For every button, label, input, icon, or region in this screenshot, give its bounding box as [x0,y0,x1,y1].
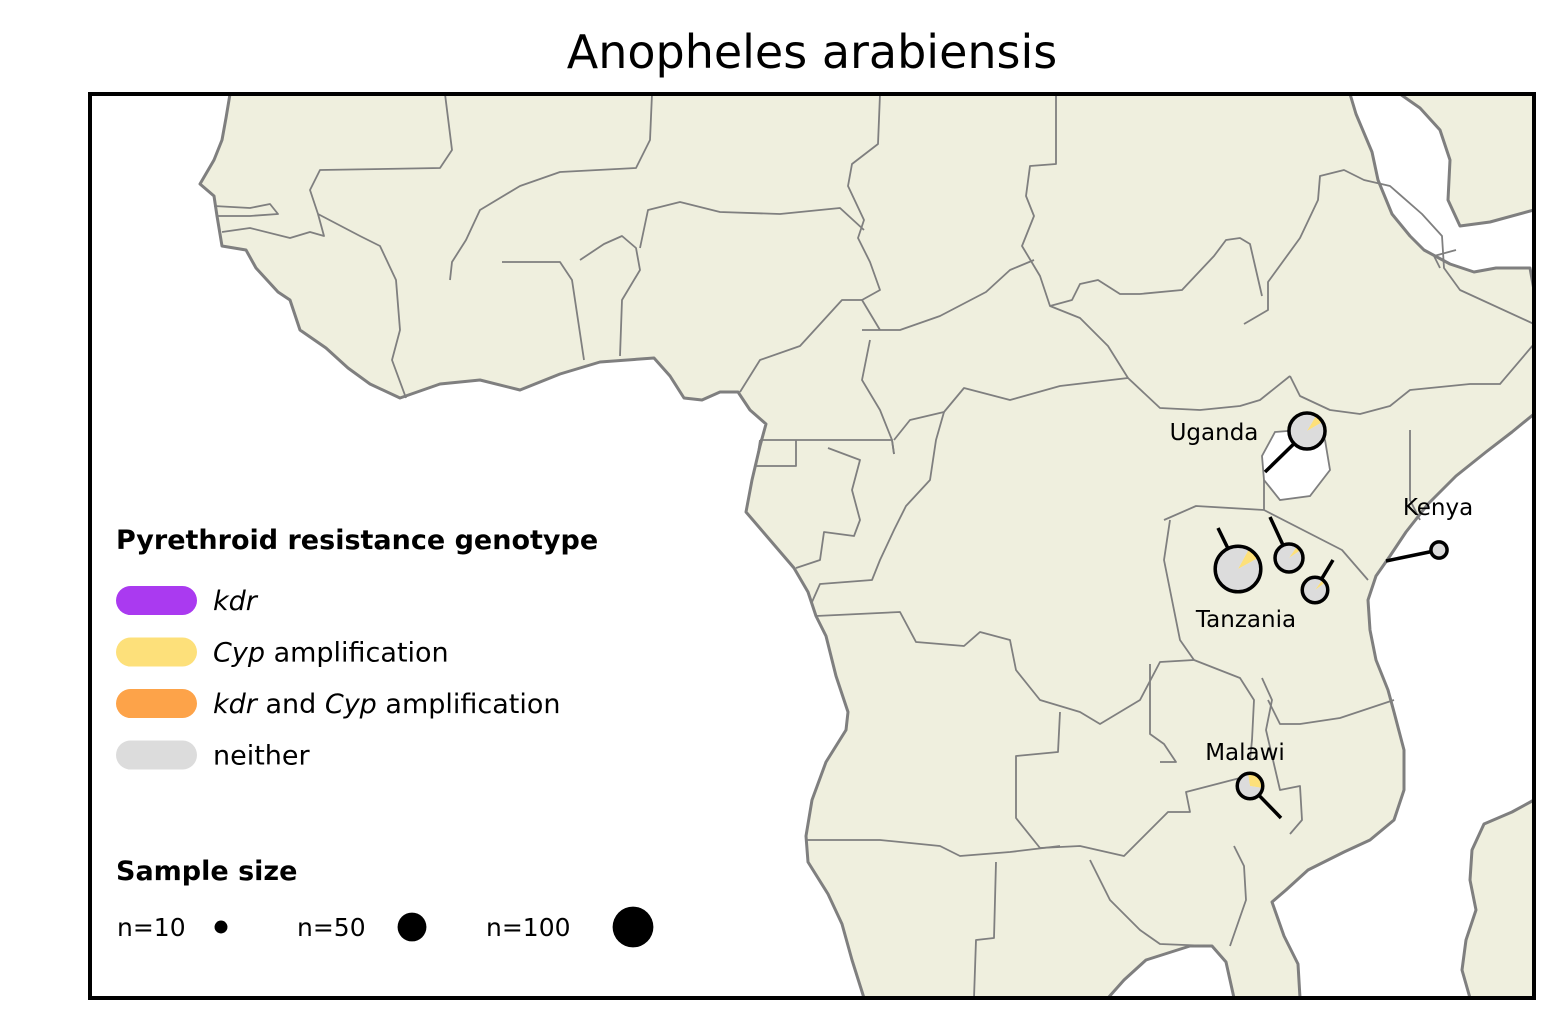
uganda-site-pie [1263,411,1327,474]
label-uganda: Uganda [1170,420,1259,446]
tanzania-site-3-leader-line [1320,559,1335,580]
kenya-site-pie [1385,540,1449,563]
tanzania-site-2-wedge-neither [1275,544,1303,572]
uganda-site-outline [1287,411,1327,451]
kenya-site-outline [1429,540,1449,560]
sample-size-legend-title: Sample size [116,856,297,887]
genotype-legend: Pyrethroid resistance genotype kdr Cyp am… [116,525,598,772]
size-legend-label-100: n=100 [486,913,571,942]
size-legend-item-50: n=50 [297,912,427,942]
country-borders [213,94,1534,998]
malawi-site-pie [1235,771,1283,820]
uganda-site-leader-line [1263,442,1296,474]
size-legend-dot-10 [214,920,228,934]
genotype-legend-title: Pyrethroid resistance genotype [116,525,598,556]
legend-swatch-neither [116,740,197,770]
map-frame [88,92,1536,1000]
legend-label-kdr: kdr [213,586,259,617]
malawi-site-wedge-cyp [1248,773,1263,788]
uganda-site-wedge-neither [1288,412,1326,450]
label-kenya: Kenya [1403,495,1473,521]
legend-item-neither: neither [116,740,311,772]
size-legend-label-10: n=10 [117,913,186,942]
tanzania-site-2-leader-line [1268,516,1285,547]
size-legend-dot-50 [397,912,427,942]
tanzania-site-3-wedge-neither [1302,577,1328,603]
legend-swatch-cyp [116,637,197,667]
tanzania-site-1-wedge-neither [1215,546,1261,592]
tanzania-site-1-leader-line [1216,527,1230,550]
legend-label-cyp: Cyp amplification [213,638,449,669]
site-markers [1213,411,1449,820]
basemap: Uganda Kenya Tanzania Malawi [198,94,1534,998]
label-malawi: Malawi [1205,740,1285,766]
kenya-site-leader-line [1385,549,1432,563]
legend-item-cyp: Cyp amplification [116,637,449,669]
madagascar [1460,798,1534,998]
tanzania-site-1-pie [1213,527,1263,594]
kenya-site-wedge-neither [1430,541,1448,559]
legend-swatch-kdr [116,586,197,615]
legend-label-both: kdr and Cyp amplification [213,689,561,720]
size-legend-item-10: n=10 [117,913,228,942]
arabia-landmass [1398,94,1534,228]
map-title: Anopheles arabiensis [567,25,1058,79]
size-legend-item-100: n=100 [486,906,654,948]
africa-mainland [198,94,1534,998]
legend-item-kdr: kdr [116,586,259,617]
tanzania-site-1-outline [1213,544,1263,594]
tanzania-site-3-wedge-cyp [1315,579,1326,590]
tanzania-site-2-pie [1268,516,1305,574]
malawi-site-leader-line [1257,793,1283,820]
tanzania-site-3-outline [1300,575,1330,605]
legend-label-neither: neither [213,741,311,772]
malawi-site-outline [1235,771,1265,801]
legend-item-both: kdr and Cyp amplification [116,689,561,720]
malawi-site-wedge-neither [1237,773,1263,799]
size-legend-label-50: n=50 [297,913,366,942]
sample-size-legend: Sample size n=10 n=50 n=100 [116,856,654,948]
label-tanzania: Tanzania [1195,607,1296,633]
size-legend-dot-100 [612,906,654,948]
tanzania-site-2-outline [1273,542,1305,574]
tanzania-site-3-pie [1300,559,1335,605]
legend-swatch-both [116,689,197,718]
